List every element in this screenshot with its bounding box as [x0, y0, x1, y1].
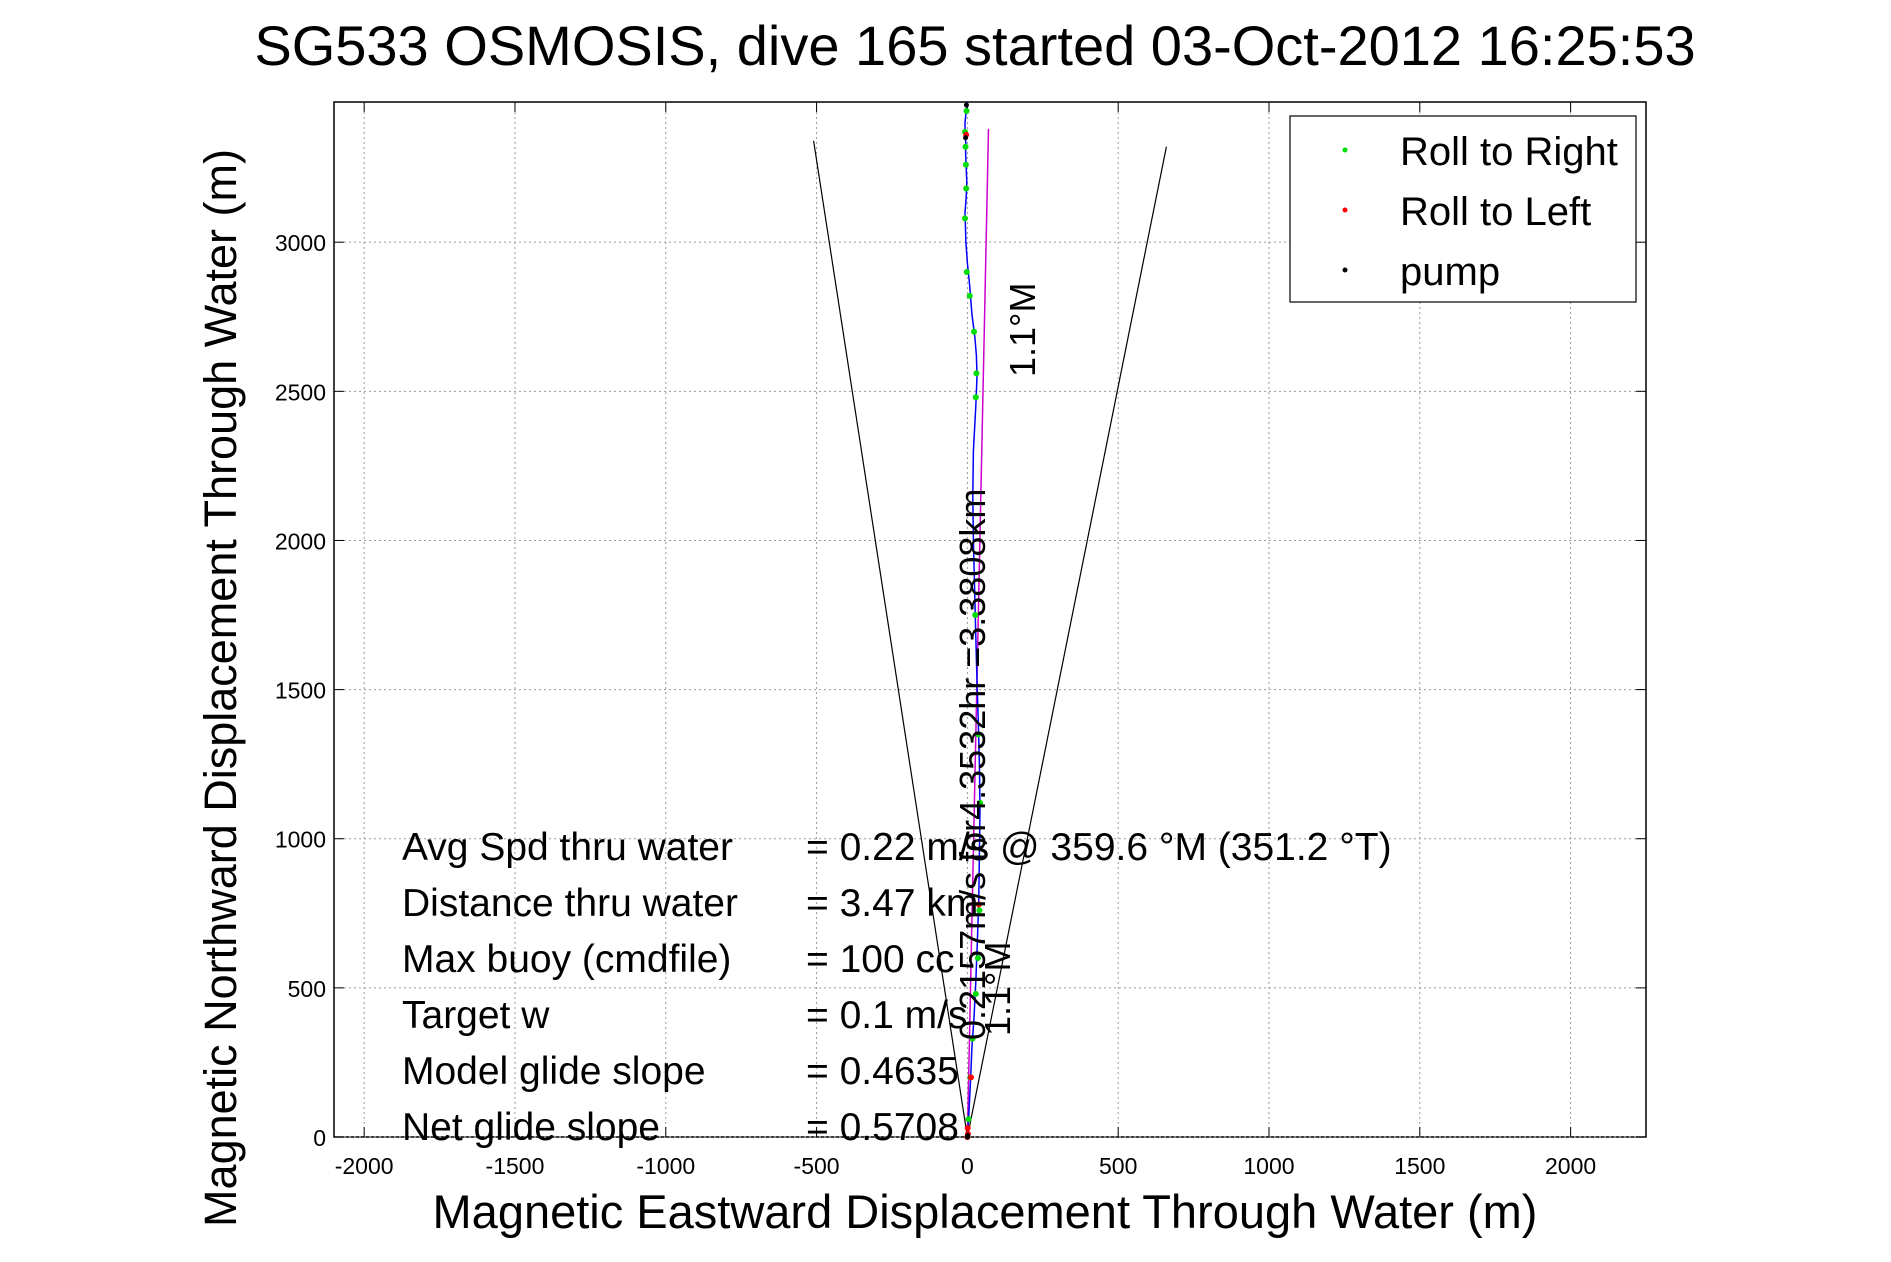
stat-value: = 0.5708: [806, 1106, 959, 1149]
roll-right-point: [963, 107, 970, 114]
pump-point: [965, 1133, 971, 1139]
y-axis-ticks: 0 500 1000 1500 2000 2500 3000: [275, 230, 1646, 1151]
x-axis-label: Magnetic Eastward Displacement Through W…: [433, 1185, 1538, 1238]
roll-right-point: [972, 990, 979, 997]
roll-right-point: [972, 394, 979, 401]
y-tick-label: 2000: [275, 528, 326, 554]
roll-left-point: [975, 901, 982, 908]
stat-value: = 0.22 m/s @ 359.6 °M (351.2 °T): [806, 826, 1392, 869]
x-tick-label: -1000: [636, 1153, 695, 1179]
roll-right-point: [975, 731, 982, 738]
stat-label: Net glide slope: [402, 1106, 660, 1149]
x-tick-label: 0: [961, 1153, 974, 1179]
legend-item: pump: [1400, 250, 1500, 294]
legend-marker: [1342, 147, 1348, 153]
stat-label: Distance thru water: [402, 882, 738, 925]
stat-label: Target w: [402, 994, 550, 1037]
y-tick-label: 0: [313, 1125, 326, 1151]
speed-distance-label: 0.2157m/s for4.3532hr =3.3808km: [952, 489, 993, 1040]
roll-right-point: [974, 955, 981, 962]
y-tick-label: 1500: [275, 678, 326, 704]
stat-label: Avg Spd thru water: [402, 826, 733, 869]
legend-marker: [1342, 267, 1348, 273]
roll-right-point: [963, 185, 970, 192]
x-tick-label: 1500: [1394, 1153, 1445, 1179]
roll-right-point: [965, 1116, 972, 1123]
x-tick-label: -2000: [335, 1153, 394, 1179]
y-tick-label: 1000: [275, 827, 326, 853]
x-tick-label: -1500: [486, 1153, 545, 1179]
legend-item: Roll to Left: [1400, 190, 1591, 234]
roll-left-point: [967, 1074, 974, 1081]
stat-value: = 100 cc: [806, 938, 955, 981]
roll-right-point: [972, 612, 979, 619]
legend-marker: [1342, 207, 1348, 213]
roll-right-point: [961, 215, 968, 222]
roll-right-point: [973, 370, 980, 377]
chart-title: SG533 OSMOSIS, dive 165 started 03-Oct-2…: [254, 14, 1695, 77]
x-tick-label: -500: [794, 1153, 840, 1179]
roll-right-point: [969, 1035, 976, 1042]
y-tick-label: 500: [288, 976, 326, 1002]
x-axis-ticks: -2000 -1500 -1000 -500 0 500 1000 1500 2000: [335, 102, 1596, 1179]
x-tick-label: 1000: [1243, 1153, 1294, 1179]
y-tick-label: 3000: [275, 230, 326, 256]
legend-box: [1289, 115, 1637, 303]
stats-block: Avg Spd thru water = 0.22 m/s @ 359.6 °M …: [402, 826, 1392, 1149]
x-tick-label: 2000: [1545, 1153, 1596, 1179]
x-tick-label: 500: [1099, 1153, 1137, 1179]
roll-right-point: [971, 328, 978, 335]
grid: [334, 102, 1646, 1138]
annotations: 1.1°M1.1°M0.2157m/s for4.3532hr =3.3808k…: [952, 283, 1043, 1040]
pump-point: [963, 102, 969, 108]
stat-value: = 3.47 km: [806, 882, 978, 925]
cone-right-line: [966, 146, 1167, 1138]
roll-right-point: [976, 907, 983, 914]
legend: Roll to Right Roll to Left pump: [1289, 115, 1637, 303]
roll-right-point: [963, 269, 970, 276]
roll-right-point: [977, 799, 984, 806]
roll-right-point: [966, 292, 973, 299]
legend-item: Roll to Right: [1400, 130, 1618, 174]
roll-left-point: [964, 1125, 971, 1132]
roll-right-point: [962, 161, 969, 168]
stat-value: = 0.1 m/s: [806, 994, 967, 1037]
roll-right-point: [962, 143, 969, 150]
data-points: [961, 102, 984, 1140]
y-tick-label: 2500: [275, 379, 326, 405]
stat-label: Max buoy (cmdfile): [402, 938, 731, 981]
cone-left-line: [813, 140, 968, 1138]
stat-label: Model glide slope: [402, 1050, 706, 1093]
pump-point: [963, 135, 969, 141]
heading-line: [966, 128, 990, 1138]
stat-value: = 0.4635: [806, 1050, 959, 1093]
heading-label-bottom: 1.1°M: [977, 942, 1018, 1036]
y-axis-label: Magnetic Northward Displacement Through …: [195, 149, 246, 1227]
heading-label-top: 1.1°M: [1002, 283, 1043, 377]
